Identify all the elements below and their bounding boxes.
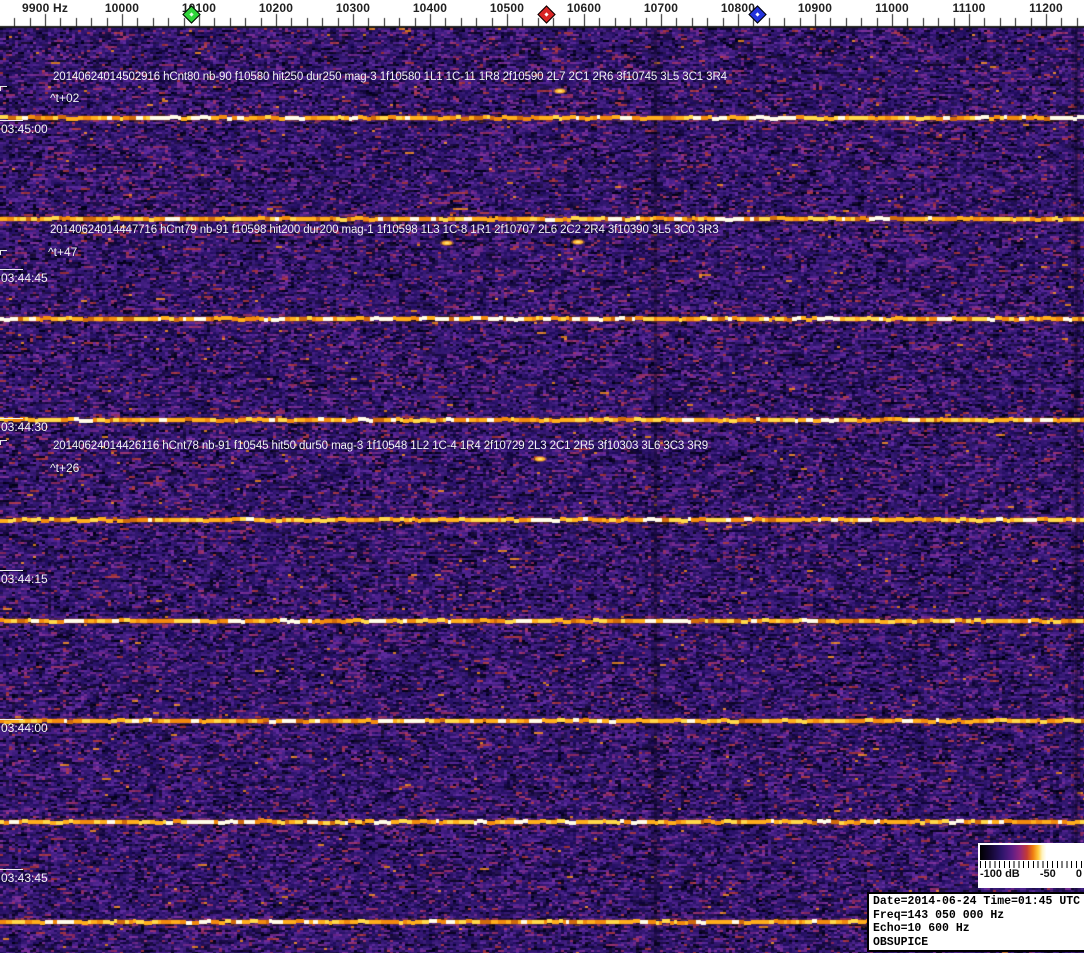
freq-tick-label: 10800 — [720, 1, 756, 15]
station-info-box: Date=2014-06-24 Time=01:45 UTC Freq=143 … — [867, 892, 1084, 952]
detection-annotation: 20140624014502916 hCnt80 nb-90 f10580 hi… — [53, 71, 727, 83]
freq-tick-label: 10300 — [335, 1, 371, 15]
time-label: 03:45:00 — [1, 122, 48, 136]
time-tick — [0, 418, 23, 419]
info-date-time: Date=2014-06-24 Time=01:45 UTC — [873, 895, 1081, 908]
freq-tick-label: 11000 — [875, 1, 909, 15]
db-label-mid: -50 — [1039, 868, 1056, 880]
detection-time-offset: ^t+47 — [48, 245, 78, 259]
time-tick — [0, 869, 23, 870]
freq-tick-label: 11100 — [952, 1, 986, 15]
time-label: 03:44:15 — [1, 572, 48, 586]
freq-tick-label: 10200 — [258, 1, 294, 15]
freq-tick-label: 10400 — [412, 1, 448, 15]
event-caret-icon — [0, 440, 7, 445]
time-label: 03:44:30 — [1, 420, 48, 434]
db-label-min: -100 dB — [980, 868, 1020, 880]
detection-annotation: 20140624014447716 hCnt79 nb-91 f10598 hi… — [50, 224, 719, 236]
info-station: OBSUPICE — [873, 935, 929, 949]
marker-center-dot — [755, 12, 760, 17]
detection-time-offset: ^t+26 — [50, 461, 80, 475]
db-label-max: 0 — [1075, 868, 1082, 880]
freq-tick-label: 10600 — [566, 1, 602, 15]
freq-tick-label: 10500 — [489, 1, 525, 15]
marker-center-dot — [189, 12, 194, 17]
freq-tick-label: 10700 — [643, 1, 679, 15]
event-caret-icon — [0, 250, 7, 255]
event-caret-icon — [0, 86, 7, 91]
time-label: 03:43:45 — [1, 871, 48, 885]
time-label: 03:44:00 — [1, 721, 48, 735]
freq-tick-label: 10900 — [797, 1, 833, 15]
detection-time-offset: ^t+02 — [50, 91, 80, 105]
time-label: 03:44:45 — [1, 271, 48, 285]
time-tick — [0, 719, 23, 720]
info-echo: Echo=10 600 Hz — [873, 922, 970, 935]
detection-annotation: 20140624014426116 hCnt78 nb-91 f10545 hi… — [53, 440, 709, 452]
db-color-legend: -100 dB -50 0 — [978, 843, 1084, 888]
time-tick — [0, 269, 23, 270]
time-tick — [0, 570, 23, 571]
db-gradient-bar — [980, 845, 1082, 860]
freq-tick-label: 11200 — [1029, 1, 1063, 15]
marker-center-dot — [544, 12, 549, 17]
info-frequency: Freq=143 050 000 Hz — [873, 908, 1005, 922]
time-tick — [0, 120, 23, 121]
db-scale-ticks — [980, 861, 1082, 868]
freq-tick-label: 9900 Hz — [21, 1, 69, 15]
freq-tick-label: 10000 — [104, 1, 140, 15]
